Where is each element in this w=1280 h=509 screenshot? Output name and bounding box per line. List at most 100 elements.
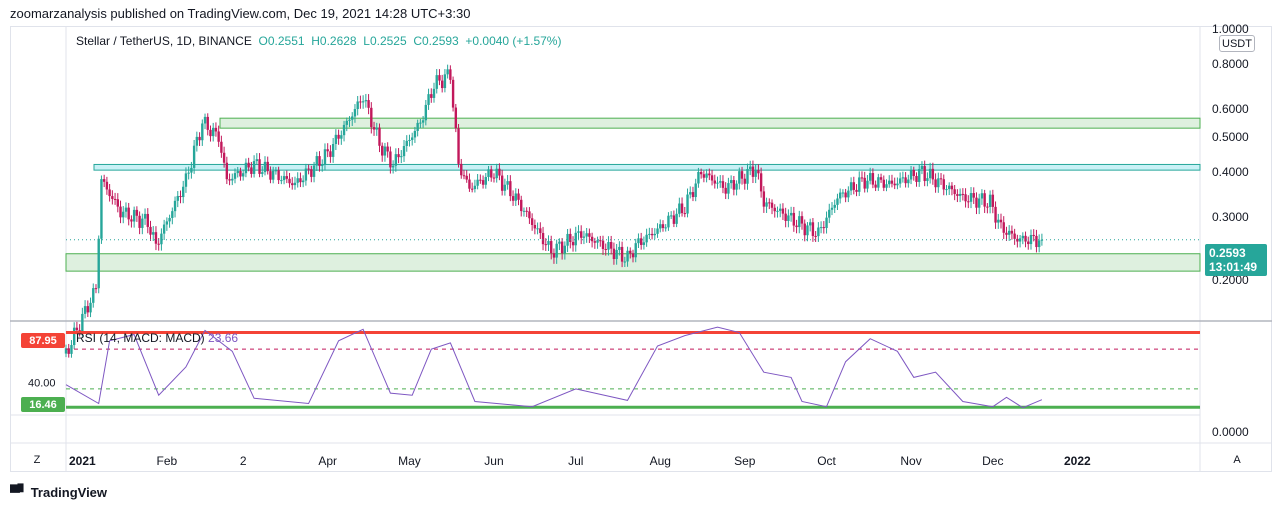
- candle-body: [301, 180, 305, 183]
- candle-body: [468, 179, 471, 189]
- candle-body: [650, 233, 654, 236]
- candle-body: [555, 243, 558, 258]
- symbol-name: Stellar / TetherUS, 1D, BINANCE: [76, 34, 252, 48]
- auto-scale-button[interactable]: A: [1233, 454, 1241, 466]
- candle-body: [92, 288, 95, 303]
- candle-body: [127, 207, 130, 220]
- candle-body: [105, 181, 109, 190]
- candle-body: [231, 178, 234, 181]
- candle-body: [511, 196, 515, 201]
- candle-body: [520, 199, 523, 212]
- candle-body: [890, 180, 894, 184]
- candle-body: [539, 228, 542, 234]
- candle-body: [340, 135, 343, 139]
- candle-body: [353, 109, 357, 117]
- candle-body: [814, 235, 817, 237]
- candle-body: [871, 173, 875, 185]
- candle-body: [585, 233, 588, 237]
- candle-body: [623, 261, 627, 263]
- candle-body: [1018, 238, 1022, 242]
- candle-body: [699, 171, 703, 175]
- candle-body: [310, 169, 313, 177]
- candle-body: [421, 120, 425, 123]
- candle-body: [312, 165, 316, 177]
- candle-body: [182, 186, 185, 198]
- candle-body: [291, 183, 294, 186]
- candle-body: [705, 173, 708, 178]
- candle-body: [495, 168, 498, 179]
- candle-body: [879, 177, 883, 180]
- candle-body: [233, 173, 237, 179]
- candle-body: [470, 188, 474, 190]
- candle-body: [629, 250, 632, 254]
- candle-body: [130, 219, 133, 222]
- candle-body: [111, 196, 114, 199]
- candle-body: [427, 94, 430, 105]
- candle-body: [490, 169, 493, 178]
- candle-body: [874, 184, 877, 188]
- candle-body: [389, 151, 392, 168]
- candle-body: [819, 227, 823, 229]
- candle-body: [293, 182, 297, 186]
- candle-body: [326, 149, 329, 152]
- candle-body: [749, 166, 752, 170]
- candle-body: [321, 164, 324, 167]
- candle-body: [836, 198, 839, 205]
- candle-body: [907, 179, 910, 184]
- candle-body: [708, 173, 711, 176]
- candle-body: [580, 231, 583, 238]
- time-tick-label: 2021: [69, 454, 96, 468]
- candle-body: [1027, 241, 1030, 245]
- candle-body: [288, 178, 291, 184]
- time-tick-label: Feb: [157, 454, 178, 468]
- candle-body: [247, 162, 250, 168]
- candle-body: [89, 302, 92, 313]
- candle-body: [691, 192, 695, 198]
- candle-body: [759, 173, 763, 192]
- candle-body: [342, 124, 346, 136]
- candle-body: [217, 131, 220, 142]
- candle-body: [484, 177, 487, 185]
- currency-label[interactable]: USDT: [1219, 35, 1255, 52]
- candle-body: [500, 175, 504, 191]
- candle-body: [615, 249, 618, 260]
- candle-body: [1002, 222, 1005, 233]
- candle-body: [274, 170, 278, 172]
- price-tick-label: 0.3000: [1212, 210, 1249, 224]
- rsi-lower-tag: 16.46: [21, 397, 65, 412]
- candle-body: [266, 161, 269, 172]
- rsi-legend: RSI (14, MACD: MACD) 23.66: [76, 331, 238, 345]
- candle-body: [806, 225, 809, 236]
- zoom-reset-button[interactable]: Z: [33, 454, 41, 466]
- candle-body: [604, 248, 607, 250]
- candle-body: [83, 306, 87, 314]
- candle-body: [904, 177, 907, 184]
- candle-body: [593, 241, 597, 243]
- footer-brand[interactable]: ▀▘ TradingView: [10, 484, 107, 501]
- candle-body: [781, 208, 785, 214]
- candle-body: [626, 250, 629, 262]
- candle-body: [386, 146, 389, 152]
- candle-body: [969, 193, 973, 202]
- candle-body: [146, 213, 149, 227]
- candle-body: [258, 159, 261, 174]
- candle-body: [612, 248, 616, 260]
- candle-body: [868, 173, 872, 181]
- rsi-upper-tag: 87.95: [21, 333, 65, 348]
- candle-body: [263, 161, 267, 173]
- candle-body: [228, 179, 231, 181]
- candle-body: [122, 211, 125, 218]
- candle-body: [773, 207, 776, 212]
- candle-body: [953, 189, 956, 195]
- candle-body: [560, 241, 564, 254]
- candle-body: [239, 170, 242, 177]
- candle-body: [375, 127, 378, 130]
- candle-body: [195, 136, 199, 146]
- candle-body: [67, 348, 70, 354]
- candle-body: [942, 179, 945, 190]
- candle-body: [255, 159, 259, 162]
- candle-body: [236, 170, 239, 174]
- candle-body: [588, 233, 591, 237]
- candle-body: [1013, 233, 1016, 239]
